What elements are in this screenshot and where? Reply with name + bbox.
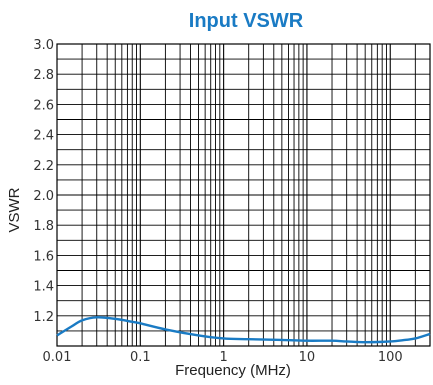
series-lines [56, 316, 431, 344]
x-tick-label: 0.1 [130, 350, 151, 365]
y-tick-label: 2.6 [33, 98, 54, 113]
y-tick-label: 2.8 [33, 68, 54, 83]
y-tick-label: 2.4 [33, 129, 54, 144]
x-tick-labels: 0.01 0.1 1 10 100 [43, 350, 403, 365]
grid [56, 43, 431, 347]
y-tick-label: 1.2 [33, 310, 54, 325]
y-tick-labels: 1.2 1.4 1.6 1.8 2.0 2.2 2.4 2.6 2.8 3.0 [33, 38, 54, 325]
y-tick-label: 1.8 [33, 219, 54, 234]
y-tick-label: 1.4 [33, 280, 54, 295]
x-tick-label: 0.01 [43, 350, 72, 365]
y-tick-label: 1.6 [33, 249, 54, 264]
x-axis-label: Frequency (MHz) [175, 362, 291, 379]
y-tick-label: 2.2 [33, 159, 54, 174]
series-line-0 [56, 316, 431, 344]
chart-title: Input VSWR [189, 10, 304, 32]
x-tick-label: 1 [219, 350, 227, 365]
y-tick-label: 2.0 [33, 189, 54, 204]
y-tick-label: 3.0 [33, 38, 54, 53]
x-tick-label: 10 [299, 350, 316, 365]
x-tick-label: 100 [378, 350, 403, 365]
y-axis-label: VSWR [6, 187, 23, 232]
